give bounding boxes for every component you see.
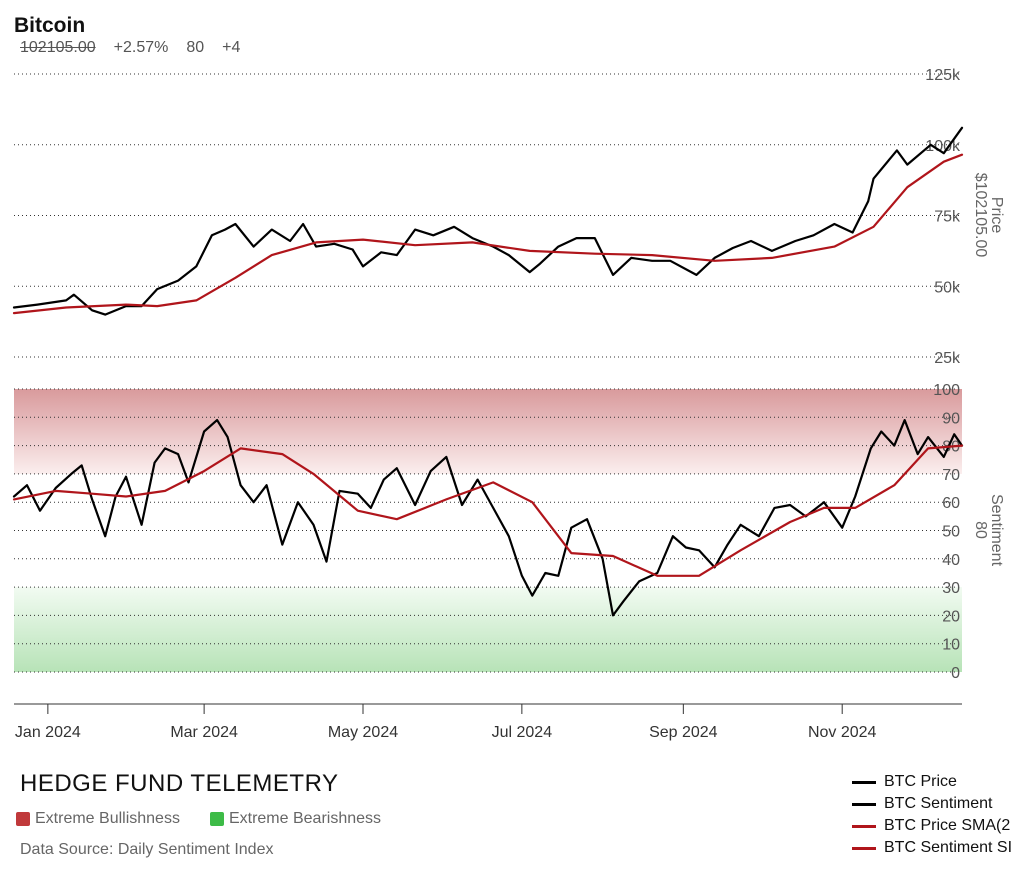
legend-line-swatch: [852, 780, 876, 784]
data-source: Data Source: Daily Sentiment Index: [20, 841, 274, 858]
legend-item-btc-sentiment-sma[interactable]: BTC Sentiment SI: [852, 837, 1024, 859]
x-tick-label: Sep 2024: [649, 724, 718, 741]
legend-line-swatch: [852, 846, 876, 850]
sentiment-tick-label: 40: [942, 552, 960, 569]
price-change: +2.57%: [113, 39, 169, 56]
series-btc-sentiment-line: [12, 419, 964, 617]
price-tick-label: 25k: [934, 350, 961, 367]
header-stats: 102105.00 +2.57% 80 +4: [20, 39, 240, 57]
sentiment-tick-label: 30: [942, 580, 960, 597]
series-btc-price-line: [12, 126, 964, 316]
bearish-label: Extreme Bearishness: [228, 810, 382, 827]
legend-item-btc-price[interactable]: BTC Price: [852, 771, 1024, 793]
sentiment-axis-value: 80: [972, 521, 989, 539]
series-lines: [12, 126, 964, 617]
series-btc-price-sma-2-line: [12, 153, 964, 315]
price-value: 102105.00: [20, 39, 96, 56]
sentiment-axis-title: Sentiment: [988, 494, 1005, 567]
legend-line-swatch: [852, 802, 876, 806]
price-tick-label: 125k: [925, 67, 961, 84]
brand-name: HEDGE FUND TELEMETRY: [20, 770, 339, 797]
zone-legend: Extreme Bullishness Extreme Bearishness: [16, 810, 381, 828]
x-tick-label: Jan 2024: [15, 724, 81, 741]
x-tick-label: Nov 2024: [808, 724, 877, 741]
zone-legend-item-bullish: Extreme Bullishness: [16, 810, 180, 828]
zone-legend-item-bearish: Extreme Bearishness: [209, 810, 382, 828]
sentiment-tick-label: 10: [942, 637, 960, 654]
x-axis: Jan 2024 Mar 2024 May 2024 Jul 2024 Sep 2024…: [15, 704, 877, 741]
legend-item-btc-sentiment[interactable]: BTC Sentiment: [852, 793, 1024, 815]
legend-label: BTC Sentiment SI: [884, 839, 1013, 856]
extreme-bearish-band: [14, 587, 962, 672]
sentiment-tick-label: 90: [942, 410, 960, 427]
extreme-bullish-band: [14, 389, 962, 474]
legend-label: BTC Sentiment: [884, 795, 993, 812]
sentiment-tick-label: 50: [942, 524, 960, 541]
price-tick-label: 75k: [934, 209, 961, 226]
gridlines: [14, 73, 962, 673]
sentiment-value: 80: [186, 39, 205, 56]
legend-label: BTC Price: [884, 773, 957, 790]
chart-title: Bitcoin: [14, 14, 86, 37]
price-axis-value: $102105.00: [972, 173, 989, 258]
legend-label: BTC Price SMA(2: [884, 817, 1011, 834]
sentiment-tick-label: 60: [942, 495, 960, 512]
series-btc-sentiment-si-line: [12, 444, 964, 577]
sentiment-tick-label: 70: [942, 467, 960, 484]
sentiment-tick-label: 20: [942, 608, 960, 625]
x-tick-label: Jul 2024: [492, 724, 553, 741]
sentiment-change: +4: [222, 39, 241, 56]
series-legend: BTC Price BTC Sentiment BTC Price SMA(2 …: [852, 771, 1024, 859]
sentiment-tick-label: 0: [951, 665, 960, 682]
x-tick-label: May 2024: [328, 724, 398, 741]
legend-item-btc-price-sma[interactable]: BTC Price SMA(2: [852, 815, 1024, 837]
bearish-swatch: [209, 812, 224, 826]
price-tick-label: 50k: [934, 279, 961, 296]
sentiment-tick-label: 100: [933, 382, 960, 399]
x-tick-label: Mar 2024: [170, 724, 238, 741]
bullish-label: Extreme Bullishness: [35, 810, 180, 827]
bullish-swatch: [16, 812, 30, 826]
legend-line-swatch: [852, 824, 876, 828]
price-axis-title: Price: [988, 197, 1005, 234]
